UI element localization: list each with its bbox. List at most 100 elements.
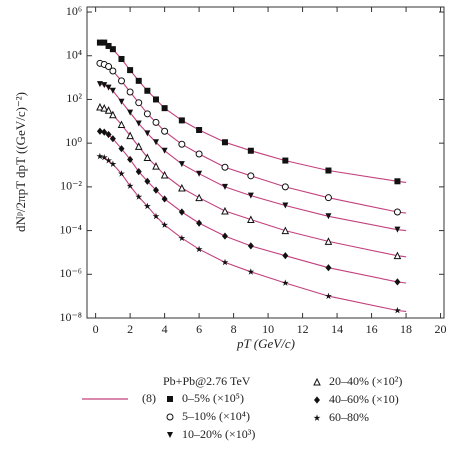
y-tick-label: 10⁶ [66,4,82,18]
marker-circle [105,63,113,71]
marker-triangle [104,106,113,114]
marker-circle [161,127,169,135]
marker-triangle [118,98,125,105]
marker-star [100,153,108,161]
marker-diamond [161,195,168,203]
marker-diamond [152,186,159,194]
marker-diamond [118,145,125,153]
y-tick-label: 10² [66,91,82,105]
marker-square [127,67,134,74]
marker-circle [143,110,151,118]
marker-triangle [109,87,116,94]
marker-triangle [160,170,169,179]
marker-triangle [393,251,402,260]
marker-triangle [152,139,159,146]
marker-diamond [109,135,116,143]
marker-triangle [126,131,134,140]
marker-triangle [196,170,203,177]
legend-label: 20–40% (×10²) [329,374,402,388]
marker-diamond [144,177,151,185]
marker-triangle [96,102,104,111]
y-tick-label: 10⁻² [60,179,82,193]
marker-diamond [394,278,401,286]
marker-diamond [196,219,203,227]
marker-square [178,117,185,124]
marker-circle [166,413,174,421]
marker-triangle [221,206,229,215]
marker-circle [247,172,255,180]
marker-square [101,39,108,46]
marker-star [152,212,160,220]
marker-triangle [127,109,134,116]
marker-diamond [282,252,289,260]
marker-triangle [324,237,333,245]
marker-triangle [281,226,290,235]
y-tick-label: 10⁻⁸ [59,310,82,324]
marker-triangle [282,202,289,209]
marker-circle [178,140,186,148]
marker-triangle [152,162,160,170]
marker-square [167,396,173,402]
x-tick-label: 6 [196,322,202,336]
legend-label: 40–60% (×10) [329,392,399,406]
marker-triangle [135,120,142,127]
marker-triangle [161,147,168,154]
legend-label: (8) [142,391,156,405]
fit-line [99,62,407,214]
marker-triangle [178,161,185,168]
x-axis-label: pT (GeV/c) [236,336,295,351]
marker-square [144,87,151,94]
legend-label: 10–20% (×10³) [182,427,255,441]
fit-line [99,130,407,284]
legend-label: 60–80% [329,410,369,424]
marker-triangle [101,82,108,89]
marker-star [325,292,332,300]
marker-star [118,170,125,177]
marker-triangle [325,213,332,220]
marker-star [247,268,255,275]
marker-square [247,147,254,154]
marker-circle [117,77,125,85]
marker-diamond [221,232,228,240]
y-axis-label: dNᵖ/2πpT dpT ((GeV/c)⁻²) [13,92,28,232]
marker-triangle [100,104,109,112]
marker-triangle [134,142,143,150]
marker-diamond [127,155,134,164]
marker-diamond [135,167,142,176]
marker-diamond [314,396,320,404]
marker-triangle [195,193,203,202]
marker-star [394,306,401,314]
marker-square [196,127,203,134]
y-tick-label: 10⁻⁴ [59,222,82,236]
marker-triangle [221,183,228,190]
marker-diamond [325,264,332,272]
marker-diamond [96,127,103,135]
marker-square [105,42,112,49]
marker-circle [109,67,117,75]
x-tick-label: 14 [331,322,343,336]
x-tick-label: 20 [435,322,447,336]
marker-circle [152,118,160,126]
marker-square [152,96,159,103]
legend-title: Pb+Pb@2.76 TeV [163,374,251,388]
marker-circle [324,194,332,202]
y-tick-label: 10⁴ [66,47,82,61]
marker-triangle [167,432,173,438]
marker-star [143,202,151,210]
x-tick-label: 16 [366,322,378,336]
plot-frame [86,6,445,319]
marker-square [221,139,228,146]
marker-star [221,258,229,266]
marker-star [96,152,104,160]
marker-triangle [178,183,186,192]
marker-square [394,178,401,185]
x-tick-label: 2 [127,322,133,336]
marker-circle [221,163,229,171]
x-tick-label: 8 [231,322,237,336]
marker-diamond [101,128,108,136]
marker-square [109,46,116,53]
marker-triangle [144,130,151,137]
marker-star [126,182,134,189]
legend-label: 5–10% (×10⁴) [182,409,250,423]
